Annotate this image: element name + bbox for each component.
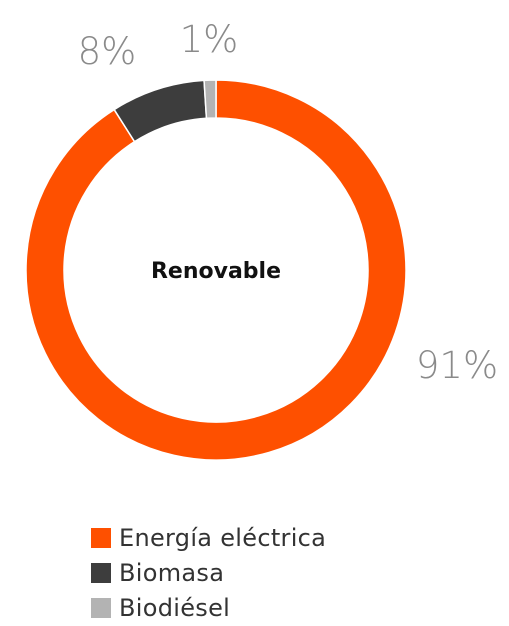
slice-label-energia-electrica: 91% [416, 344, 498, 387]
legend-swatch-biodiesel [91, 597, 111, 618]
slice-label-biodiesel: 1% [180, 18, 239, 61]
slice-energia-electrica [25, 79, 407, 461]
legend-item-biodiesel: Biodiésel [91, 590, 326, 625]
legend-swatch-energia-electrica [91, 527, 111, 548]
slice-biomasa [113, 79, 208, 143]
legend-item-biomasa: Biomasa [91, 555, 326, 590]
center-label: Renovable [151, 259, 281, 284]
slice-biodiesel [203, 79, 217, 120]
slice-label-biomasa: 8% [78, 30, 137, 73]
donut-slices [25, 79, 407, 461]
legend-label-biodiesel: Biodiésel [119, 593, 231, 622]
legend-item-energia-electrica: Energía eléctrica [91, 520, 326, 555]
slice-labels: 91% 8% 1% [78, 18, 498, 387]
legend-label-energia-electrica: Energía eléctrica [119, 523, 327, 552]
legend-swatch-biomasa [91, 562, 111, 583]
legend-label-biomasa: Biomasa [119, 558, 225, 587]
legend: Energía eléctrica Biomasa Biodiésel [91, 520, 326, 625]
